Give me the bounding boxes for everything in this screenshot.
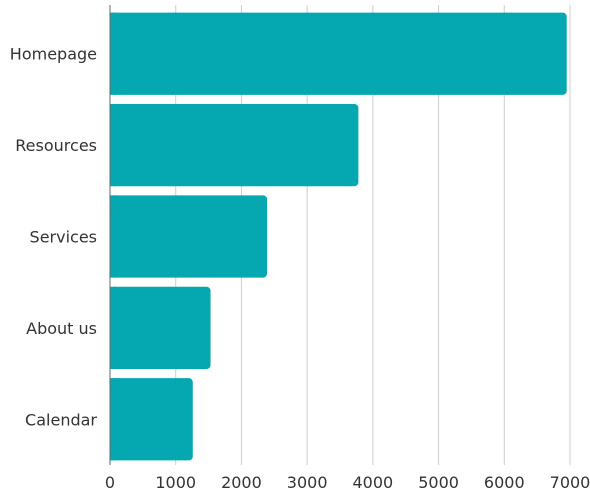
x-tick-label-1000: 1000 — [155, 473, 196, 492]
x-tick-label-2000: 2000 — [221, 473, 262, 492]
x-tick-label-7000: 7000 — [550, 473, 590, 492]
bar-left-edge-homepage — [110, 12, 116, 95]
x-tick-labels: 0 1000 2000 3000 4000 5000 6000 7000 — [105, 473, 590, 492]
bar-calendar — [110, 378, 193, 461]
bar-left-edge-resources — [110, 103, 116, 187]
bar-about-us — [110, 286, 211, 370]
bar-left-edge-calendar — [110, 378, 116, 461]
bar-homepage — [110, 12, 567, 95]
bar-services — [110, 195, 268, 278]
category-label-about-us: About us — [26, 319, 97, 338]
bar-left-edge-about-us — [110, 286, 116, 370]
x-tick-label-6000: 6000 — [484, 473, 525, 492]
category-label-resources: Resources — [15, 136, 97, 155]
x-tick-label-0: 0 — [105, 473, 115, 492]
x-tick-label-3000: 3000 — [287, 473, 328, 492]
x-tick-label-5000: 5000 — [418, 473, 459, 492]
category-labels: Homepage Resources Services About us Calenda… — [10, 45, 98, 430]
category-label-calendar: Calendar — [25, 410, 97, 429]
bar-left-edge-services — [110, 195, 116, 278]
x-tick-label-4000: 4000 — [352, 473, 393, 492]
category-label-services: Services — [30, 228, 97, 247]
category-label-homepage: Homepage — [10, 45, 97, 64]
bars — [110, 12, 567, 461]
bar-resources — [110, 103, 359, 187]
